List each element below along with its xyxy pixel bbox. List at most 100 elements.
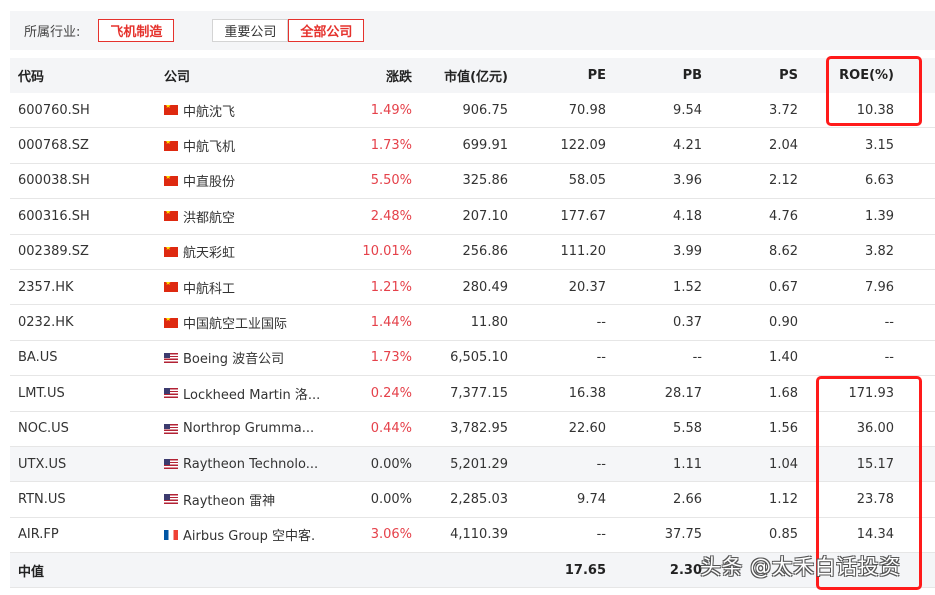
cell-company[interactable]: Boeing 波音公司 — [160, 348, 330, 367]
cell-code[interactable]: 0232.HK — [18, 315, 74, 331]
industry-chip-aircraft[interactable]: 飞机制造 — [98, 19, 175, 42]
scope-tab-all-companies[interactable]: 全部公司 — [288, 19, 365, 42]
cell-ps: 1.12 — [769, 491, 798, 507]
cell-company-name[interactable]: Raytheon Technolo... — [183, 456, 319, 472]
cell-pb: 4.21 — [673, 138, 702, 154]
cell-company-name[interactable]: Lockheed Martin 洛... — [183, 387, 321, 403]
cell-pb: 4.18 — [673, 208, 702, 224]
table-row[interactable]: LMT.US Lockheed Martin 洛... 0.24% 7,377.15 1… — [10, 376, 935, 412]
header-code[interactable]: 代码 — [18, 70, 45, 85]
cell-change: 0.24% — [370, 385, 412, 401]
cell-pe: -- — [596, 350, 606, 366]
cell-pb: -- — [692, 350, 702, 366]
cell-pe: 20.37 — [568, 279, 606, 295]
header-market-cap[interactable]: 市值(亿元) — [444, 70, 508, 85]
cell-code[interactable]: RTN.US — [18, 491, 66, 507]
cell-company[interactable]: 中国航空工业国际 — [160, 313, 330, 332]
header-change[interactable]: 涨跌 — [385, 70, 412, 85]
cn-flag-icon — [164, 175, 178, 186]
cell-company[interactable]: 中直股份 — [160, 171, 330, 190]
cell-code[interactable]: 600038.SH — [18, 173, 90, 189]
cell-pe: 70.98 — [568, 102, 606, 118]
cell-company[interactable]: 中航飞机 — [160, 136, 330, 155]
cn-flag-icon — [164, 246, 178, 257]
cell-code[interactable]: 000768.SZ — [18, 138, 89, 154]
table-row[interactable]: 002389.SZ 航天彩虹 10.01% 256.86 111.20 3.99 8.62 3… — [10, 235, 935, 270]
cell-company[interactable]: Raytheon Technolo... — [160, 457, 330, 472]
cell-roe: 15.17 — [856, 456, 894, 472]
scope-tab-key-companies[interactable]: 重要公司 — [212, 19, 289, 42]
table-row[interactable]: 600038.SH 中直股份 5.50% 325.86 58.05 3.96 2.12 6.6… — [10, 164, 935, 200]
cell-pe: 16.38 — [568, 385, 606, 401]
cell-company-name[interactable]: 中航沈飞 — [183, 104, 236, 120]
cell-ps: 2.04 — [769, 138, 798, 154]
cell-change: 0.00% — [370, 456, 412, 472]
cell-code[interactable]: 2357.HK — [18, 279, 74, 295]
cell-company[interactable]: Raytheon 雷神 — [160, 490, 330, 509]
cell-company[interactable]: 洪都航空 — [160, 207, 330, 226]
cn-flag-icon — [164, 105, 178, 116]
cell-company-name[interactable]: 航天彩虹 — [183, 246, 236, 262]
cn-flag-icon — [164, 211, 178, 222]
cell-company-name[interactable]: 中直股份 — [183, 175, 236, 191]
cell-roe: -- — [884, 315, 894, 331]
table-row[interactable]: 2357.HK 中航科工 1.21% 280.49 20.37 1.52 0.67 7.96 — [10, 270, 935, 306]
cell-pb: 3.99 — [673, 244, 702, 260]
cell-pe: -- — [596, 315, 606, 331]
cell-pb: 28.17 — [664, 385, 702, 401]
cn-flag-icon — [164, 140, 178, 151]
cell-ps: 0.67 — [769, 279, 798, 295]
cell-code[interactable]: UTX.US — [18, 456, 67, 472]
cell-company[interactable]: 中航沈飞 — [160, 101, 330, 120]
cell-pe: -- — [596, 456, 606, 472]
header-pe[interactable]: PE — [587, 68, 606, 83]
cell-change: 0.00% — [370, 491, 412, 507]
cell-change: 0.44% — [370, 421, 412, 437]
cell-market-cap: 4,110.39 — [450, 527, 508, 543]
cell-company-name[interactable]: Northrop Grumma... — [183, 421, 315, 437]
cell-company-name[interactable]: 洪都航空 — [183, 210, 236, 226]
cell-company-name[interactable]: 中航科工 — [183, 281, 236, 297]
table-row[interactable]: 000768.SZ 中航飞机 1.73% 699.91 122.09 4.21 2.04 3.… — [10, 128, 935, 164]
cell-code[interactable]: NOC.US — [18, 421, 69, 437]
table-row[interactable]: 600316.SH 洪都航空 2.48% 207.10 177.67 4.18 4.76 1.… — [10, 199, 935, 235]
table-row[interactable]: 600760.SH 中航沈飞 1.49% 906.75 70.98 9.54 3.72 10.… — [10, 93, 935, 129]
table-row[interactable]: BA.US Boeing 波音公司 1.73% 6,505.10 -- -- 1.40 -- — [10, 341, 935, 377]
table-row[interactable]: NOC.US Northrop Grumma... 0.44% 3,782.95 22.… — [10, 412, 935, 447]
table-row[interactable]: UTX.US Raytheon Technolo... 0.00% 5,201.29 -… — [10, 446, 935, 483]
cell-company-name[interactable]: Raytheon 雷神 — [183, 493, 276, 509]
table-row[interactable]: AIR.FP Airbus Group 空中客. 3.06% 4,110.39 -- 37… — [10, 518, 935, 554]
header-ps[interactable]: PS — [779, 68, 798, 83]
header-pb[interactable]: PB — [682, 68, 702, 83]
header-company[interactable]: 公司 — [164, 70, 191, 85]
table-row[interactable]: 0232.HK 中国航空工业国际 1.44% 11.80 -- 0.37 0.90 -- — [10, 305, 935, 341]
cell-company-name[interactable]: 中国航空工业国际 — [183, 317, 288, 333]
cell-code[interactable]: 600760.SH — [18, 102, 90, 118]
cell-code[interactable]: 600316.SH — [18, 208, 90, 224]
cell-company-name[interactable]: 中航飞机 — [183, 140, 236, 156]
cell-company[interactable]: Lockheed Martin 洛... — [160, 384, 330, 403]
cell-roe: 36.00 — [856, 421, 894, 437]
cell-company[interactable]: Airbus Group 空中客. — [160, 525, 330, 544]
table-row[interactable]: RTN.US Raytheon 雷神 0.00% 2,285.03 9.74 2.66 1.… — [10, 482, 935, 518]
table-header-row: 代码 公司 涨跌 市值(亿元) PE PB PS ROE(%) — [10, 58, 935, 93]
cell-code[interactable]: AIR.FP — [18, 527, 59, 543]
cell-code[interactable]: LMT.US — [18, 385, 65, 401]
cell-code[interactable]: 002389.SZ — [18, 244, 89, 260]
cell-ps: 0.90 — [769, 315, 798, 331]
cell-ps: 1.40 — [769, 350, 798, 366]
cell-roe: 7.96 — [865, 279, 894, 295]
cell-company[interactable]: Northrop Grumma... — [160, 421, 330, 436]
cell-code[interactable]: BA.US — [18, 350, 58, 366]
cell-roe: 6.63 — [865, 173, 894, 189]
header-roe[interactable]: ROE(%) — [839, 68, 894, 83]
cell-company[interactable]: 中航科工 — [160, 278, 330, 297]
cell-ps: 3.72 — [769, 102, 798, 118]
cell-market-cap: 7,377.15 — [450, 385, 508, 401]
cell-ps: 1.56 — [769, 421, 798, 437]
cell-change: 1.21% — [370, 279, 412, 295]
cell-roe: 10.38 — [856, 102, 894, 118]
cell-company-name[interactable]: Boeing 波音公司 — [183, 352, 285, 368]
cell-company[interactable]: 航天彩虹 — [160, 242, 330, 261]
cell-company-name[interactable]: Airbus Group 空中客. — [183, 529, 316, 545]
